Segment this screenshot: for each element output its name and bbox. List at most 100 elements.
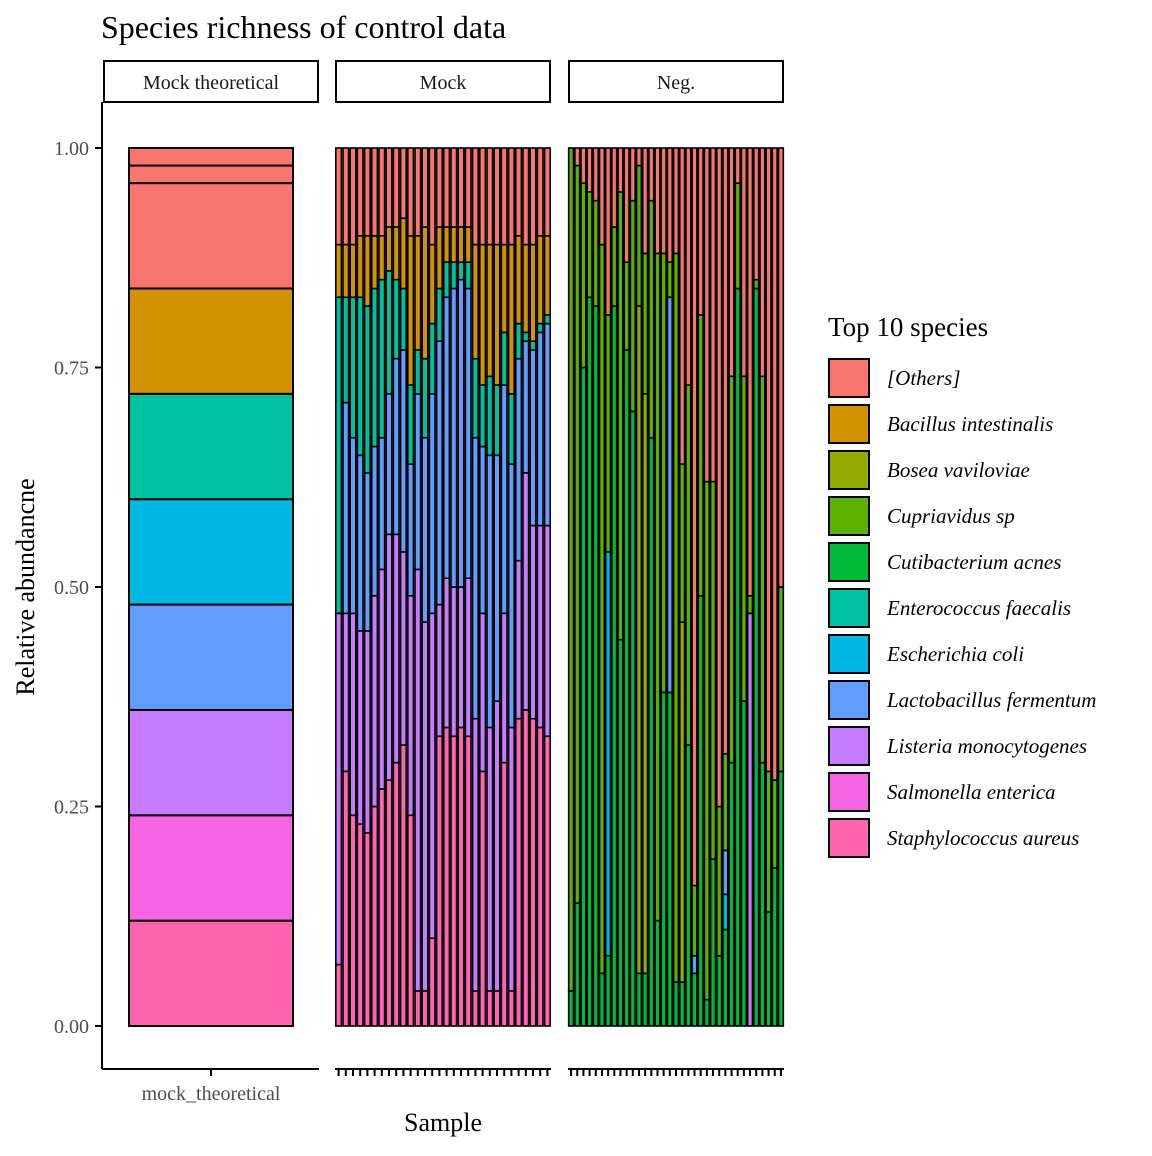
bar-segment [654,252,661,922]
bar-segment [378,278,386,439]
bar-segment [486,726,494,992]
bar-segment [450,261,458,290]
bar-segment [759,147,766,378]
bar-segment [457,226,465,263]
bar-segment [128,919,294,1028]
bar-segment [703,147,711,483]
bar-segment [442,296,451,580]
bar-segment [349,814,357,1027]
bar-segment [574,147,581,167]
legend-swatch [828,496,870,536]
bar-segment [691,147,698,887]
legend-item: Bosea vaviloviae [828,447,1096,493]
bar-segment [715,954,723,1027]
bar-segment [611,305,618,1027]
bar-segment [514,147,523,237]
bar-segment [507,243,516,395]
plot-area: 0.00 0.25 0.50 0.75 1.00 Mock theoretical mock… [54,60,785,1105]
bar-segment [567,147,575,992]
bar-segment [672,252,680,983]
bar-segment [450,287,458,588]
bar-segment [428,393,436,615]
bar-segment [722,893,729,931]
bar-segment [478,612,487,773]
legend-item: Enterococcus faecalis [828,585,1096,631]
bar-segment [435,340,444,606]
bar-segment [672,147,680,255]
bar-segment [342,147,350,246]
bar-segment [765,770,772,913]
bar-segment [356,454,364,632]
bar-segment [342,612,350,773]
bar-segment [385,393,393,536]
bar-segment [442,261,451,299]
bar-segment [342,243,350,299]
bar-segment [641,972,649,1027]
legend-label: Escherichia coli [887,641,1025,666]
bar-segment [356,296,364,457]
bar-segment [691,954,698,975]
bar-segment [629,199,637,413]
bar-segment [740,700,748,1027]
bar-segment [586,191,593,299]
bar-segment [421,147,429,228]
bar-segment [604,147,612,316]
bar-segment [478,445,487,615]
bar-segment [334,243,343,299]
bar-segment [734,147,741,184]
bar-segment [746,612,754,1027]
bar-segment [536,322,544,334]
bar-segment [493,243,501,386]
bar-segment [522,472,530,711]
bar-segment [536,331,544,527]
legend-label: Listeria monocytogenes [887,733,1088,758]
bar-segment [464,577,472,738]
legend-swatch [828,680,870,720]
bar-segment [334,612,343,966]
bar-segment [660,252,667,694]
bar-segment [378,147,386,237]
bar-segment [746,147,754,597]
bar-segment [457,261,465,281]
bar-segment [428,243,436,325]
bar-segment [349,147,357,246]
legend-item: Staphylococcus aureus [828,815,1096,861]
bar-segment [529,524,537,720]
legend-label: Staphylococcus aureus [887,825,1080,850]
bar-segment [363,305,372,474]
bar-segment [753,147,760,281]
legend-item: Listeria monocytogenes [828,723,1096,769]
legend-swatch [828,542,870,582]
bar-segment [703,480,711,1001]
bar-segment [435,147,444,228]
bar-segment [574,902,581,1027]
bar-segment [623,349,630,1027]
bar-segment [660,691,667,1027]
bar-segment [765,911,772,1027]
bar-segment [471,147,480,246]
bar-segment [604,314,612,553]
bar-segment [486,375,494,457]
facet-strip-label: Mock [420,72,467,94]
bar-segment [356,630,364,825]
bar-segment [406,147,415,237]
bar-segment [678,981,686,1027]
bar-segment [370,235,379,290]
bar-segment [536,726,544,1027]
bar-segment [678,621,686,983]
bar-segment [654,919,661,1027]
bar-segment [378,235,386,281]
bar-segment [428,937,436,1027]
y-axis-label: Relative abundancne [11,478,40,695]
bar-segment [722,849,729,896]
bar-segment [486,990,494,1027]
bar-segment [414,393,422,571]
bar-segment [399,147,408,220]
x-tick-label: mock_theoretical [142,1083,281,1105]
bar-segment [464,287,472,580]
bar-segment [722,928,729,1027]
bar-segment [715,147,723,808]
y-tick-label: 0.25 [54,797,89,819]
bar-segment [435,603,444,738]
